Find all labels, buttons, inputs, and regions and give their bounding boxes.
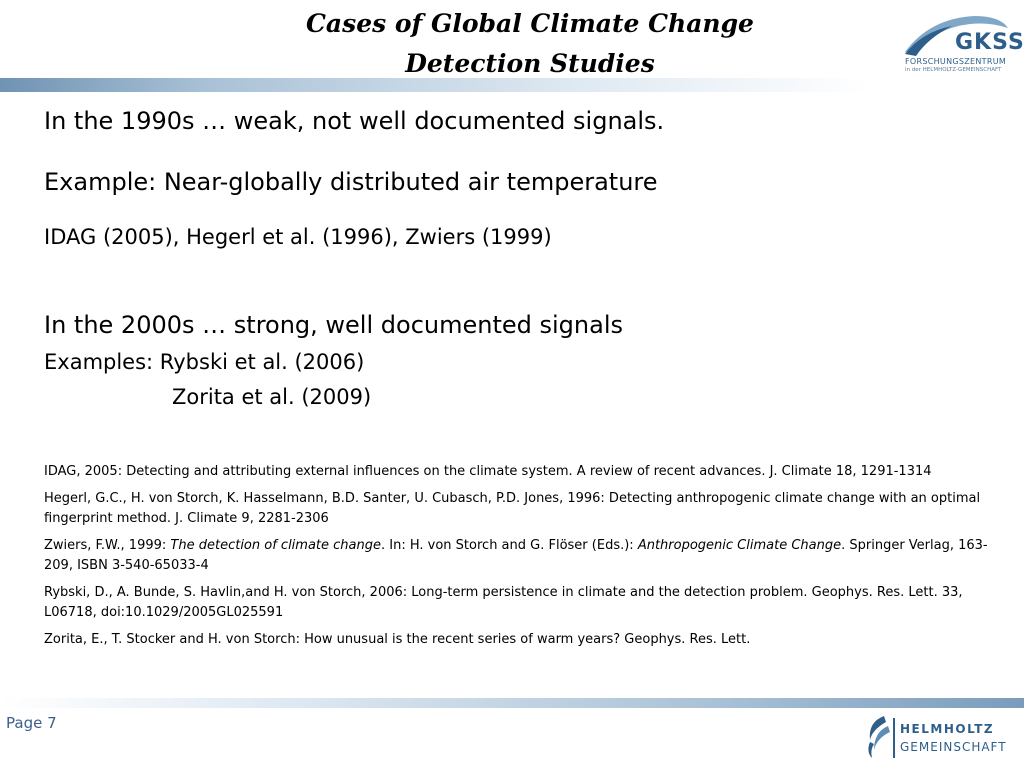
reference-zwiers-editors: . In: H. von Storch and G. Flöser (Eds.)… xyxy=(381,538,638,553)
helmholtz-wave-icon xyxy=(868,716,890,758)
text-examples-zorita: Zorita et al. (2009) xyxy=(172,385,372,409)
reference-rybski: Rybski, D., A. Bunde, S. Havlin,and H. v… xyxy=(44,585,963,620)
helmholtz-logo-divider xyxy=(893,718,895,758)
helmholtz-logo-subtext: GEMEINSCHAFT xyxy=(900,740,1007,754)
text-examples-rybski: Examples: Rybski et al. (2006) xyxy=(44,350,365,374)
reference-zwiers-publisher: . Springer Verlag, 163-209, ISBN 3-540-6… xyxy=(44,538,988,573)
reference-zwiers-author: Zwiers, F.W., 1999: xyxy=(44,538,171,553)
slide-title-line-1: Cases of Global Climate Change xyxy=(306,9,754,38)
gkss-swoosh-icon xyxy=(905,16,1008,56)
header-gradient-bar xyxy=(0,78,1024,92)
footer-gradient-bar xyxy=(0,698,1024,708)
text-1990s-citations: IDAG (2005), Hegerl et al. (1996), Zwier… xyxy=(44,225,552,249)
page-number: Page 7 xyxy=(6,714,57,732)
reference-zwiers: Zwiers, F.W., 1999: The detection of cli… xyxy=(44,536,996,576)
gkss-logo-subtitle: FORSCHUNGSZENTRUM xyxy=(905,57,1007,66)
reference-hegerl: Hegerl, G.C., H. von Storch, K. Hasselma… xyxy=(44,491,981,526)
gkss-logo-text: GKSS xyxy=(955,30,1024,55)
slide-title: Cases of Global Climate Change Detection… xyxy=(180,4,880,84)
text-2000s: In the 2000s … strong, well documented s… xyxy=(44,311,623,339)
reference-zorita: Zorita, E., T. Stocker and H. von Storch… xyxy=(44,632,751,647)
helmholtz-logo-text: HELMHOLTZ xyxy=(900,722,995,736)
reference-zwiers-chapter: The detection of climate change xyxy=(170,538,381,553)
text-1990s: In the 1990s … weak, not well documented… xyxy=(44,107,665,135)
references-list: IDAG, 2005: Detecting and attributing ex… xyxy=(44,462,996,657)
reference-zwiers-book: Anthropogenic Climate Change xyxy=(637,538,842,553)
reference-idag: IDAG, 2005: Detecting and attributing ex… xyxy=(44,464,932,479)
text-example-air-temperature: Example: Near-globally distributed air t… xyxy=(44,168,658,196)
slide-title-line-2: Detection Studies xyxy=(405,49,655,78)
gkss-logo-subtitle-small: in der HELMHOLTZ-GEMEINSCHAFT xyxy=(905,67,1002,73)
